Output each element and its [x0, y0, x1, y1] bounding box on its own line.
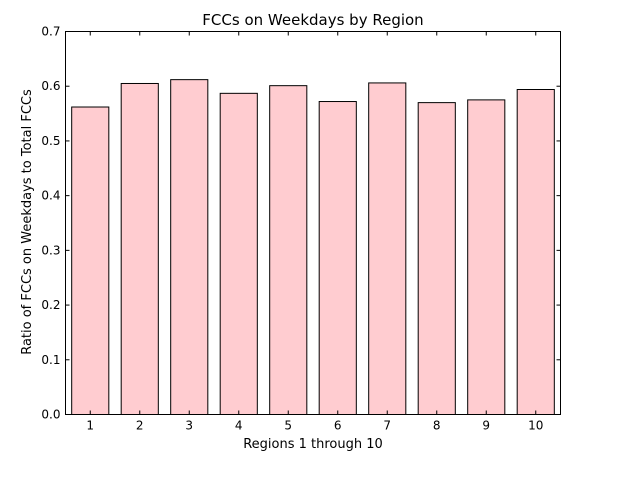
y-tick-label: 0.4	[41, 189, 60, 203]
y-tick-label: 0.7	[41, 25, 60, 39]
bar-region-1	[71, 106, 110, 415]
x-tick-label: 3	[185, 419, 193, 433]
bar-region-2	[120, 82, 159, 415]
x-tick-label: 10	[528, 419, 543, 433]
bar-region-10	[516, 89, 555, 415]
bar-region-6	[318, 101, 357, 415]
plot-frame	[65, 31, 561, 415]
y-tick-label: 0.1	[41, 353, 60, 367]
y-tick-label: 0.3	[41, 243, 60, 257]
x-tick-label: 5	[284, 419, 292, 433]
y-tick-label: 0.2	[41, 298, 60, 312]
bar-region-7	[368, 82, 407, 416]
bar-region-9	[467, 99, 506, 415]
chart-title: FCCs on Weekdays by Region	[202, 11, 423, 29]
x-tick-label: 1	[86, 419, 94, 433]
y-axis-label: Ratio of FCCs on Weekdays to Total FCCs	[20, 89, 35, 355]
x-tick-label: 9	[482, 419, 490, 433]
bar-region-8	[417, 102, 456, 415]
x-tick-label: 4	[235, 419, 243, 433]
y-tick-label: 0.6	[41, 79, 60, 93]
x-tick-label: 7	[383, 419, 391, 433]
y-tick-label: 0.0	[41, 408, 60, 422]
bar-region-4	[219, 92, 258, 416]
x-tick-label: 2	[136, 419, 144, 433]
ticks-layer: 1 2 3 4 5 6 7 8 9 10 0.0 0.1 0.2 0.3 0.4 0.5 0.6 0.7	[41, 25, 561, 433]
x-tick-label: 6	[334, 419, 342, 433]
x-tick-label: 8	[433, 419, 441, 433]
bar-region-3	[170, 79, 209, 416]
bars-layer	[71, 79, 555, 416]
y-tick-label: 0.5	[41, 134, 60, 148]
bar-region-5	[269, 85, 308, 415]
x-axis-label: Regions 1 through 10	[243, 437, 383, 452]
